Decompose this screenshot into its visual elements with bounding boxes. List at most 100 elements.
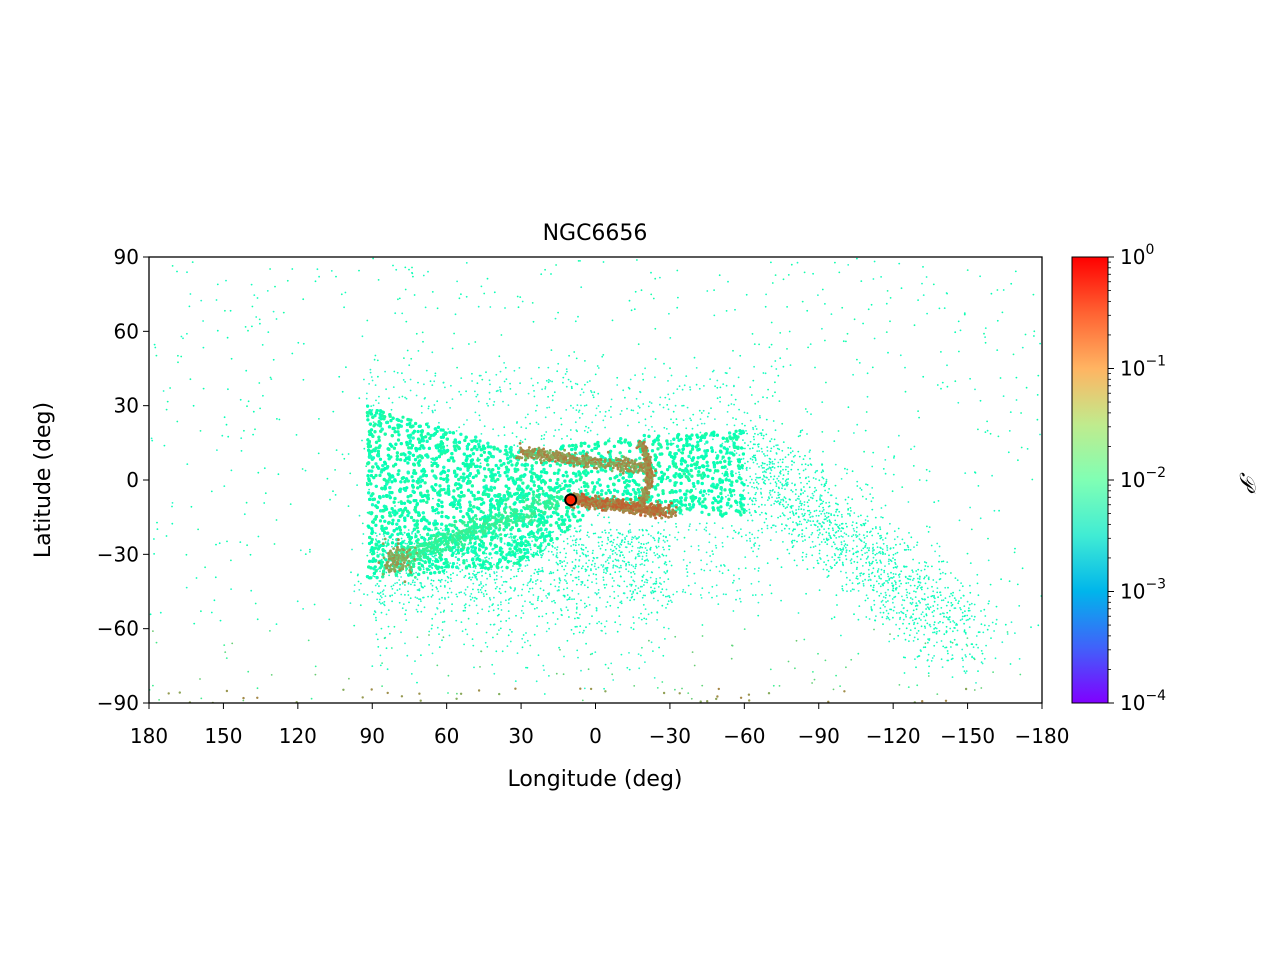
data-point (638, 536, 640, 538)
data-point (602, 261, 605, 263)
data-point (415, 332, 418, 335)
data-point (875, 542, 878, 545)
data-point (946, 364, 948, 367)
data-point (770, 365, 773, 368)
data-point (576, 617, 579, 619)
data-point (868, 562, 871, 565)
data-point (575, 608, 578, 610)
data-point (1008, 430, 1011, 432)
data-point (250, 589, 253, 592)
data-point (781, 529, 783, 532)
data-point (819, 503, 822, 506)
data-point (961, 657, 964, 660)
data-point (404, 642, 406, 645)
data-point (851, 498, 854, 501)
data-point (863, 537, 866, 539)
data-point (936, 693, 939, 695)
data-point (995, 605, 998, 608)
data-point (840, 530, 842, 532)
data-point (818, 543, 821, 546)
data-point (643, 617, 646, 620)
data-point (752, 443, 755, 446)
data-point (774, 391, 776, 394)
data-point (871, 508, 874, 511)
data-point (156, 528, 159, 530)
data-point (403, 357, 405, 359)
data-point (863, 524, 866, 527)
data-point (521, 300, 524, 303)
data-point (404, 584, 406, 586)
data-point (640, 654, 642, 657)
data-point (681, 388, 684, 391)
data-point (1010, 621, 1013, 624)
data-point (611, 319, 614, 322)
data-point (980, 661, 983, 664)
data-point (407, 590, 409, 593)
data-point (861, 554, 864, 556)
data-point (853, 613, 855, 616)
data-point (378, 601, 381, 604)
data-point (605, 620, 608, 622)
data-point (458, 591, 461, 594)
data-point (658, 646, 660, 649)
data-point (806, 309, 809, 312)
data-point (240, 450, 243, 452)
data-point (476, 571, 479, 574)
data-point (864, 599, 867, 602)
data-point (871, 550, 874, 552)
data-point (821, 533, 824, 536)
data-point (620, 575, 622, 578)
data-point (443, 620, 446, 623)
data-point (630, 626, 633, 629)
data-point (522, 583, 525, 586)
data-point (889, 608, 891, 611)
data-point (432, 556, 435, 558)
data-point (923, 568, 926, 571)
data-point (890, 576, 892, 579)
data-point (177, 361, 179, 364)
data-point (830, 617, 833, 620)
data-point (618, 585, 621, 588)
data-point (512, 565, 514, 567)
data-point (845, 583, 848, 586)
data-point (632, 571, 635, 573)
data-point (376, 359, 379, 362)
data-point (531, 581, 534, 584)
data-point (613, 580, 615, 582)
data-point (224, 309, 226, 312)
data-point (559, 608, 562, 610)
data-point (581, 699, 584, 702)
data-point (357, 580, 360, 583)
data-point (934, 550, 936, 553)
data-point (156, 521, 158, 524)
data-point (993, 509, 996, 512)
data-point (554, 547, 556, 549)
data-point (302, 378, 305, 381)
data-point (525, 632, 527, 634)
data-point (282, 311, 285, 314)
data-point (801, 535, 803, 538)
data-point (866, 395, 869, 398)
data-point (927, 603, 929, 606)
data-point (780, 499, 782, 501)
data-point (856, 485, 859, 487)
data-point (438, 646, 441, 648)
data-point (559, 533, 562, 536)
data-point (600, 564, 603, 566)
data-point (981, 652, 984, 655)
data-point (828, 532, 830, 535)
data-point (945, 616, 948, 618)
data-point (484, 557, 486, 559)
data-point (650, 293, 653, 296)
data-point (330, 270, 333, 272)
data-point (637, 555, 640, 557)
data-point (441, 629, 444, 631)
data-point (738, 473, 741, 476)
data-point (495, 574, 498, 577)
data-point (932, 579, 935, 581)
data-point (778, 496, 780, 499)
data-point (713, 314, 716, 317)
data-point (460, 591, 462, 594)
data-point (910, 603, 913, 605)
data-point (1036, 418, 1039, 421)
